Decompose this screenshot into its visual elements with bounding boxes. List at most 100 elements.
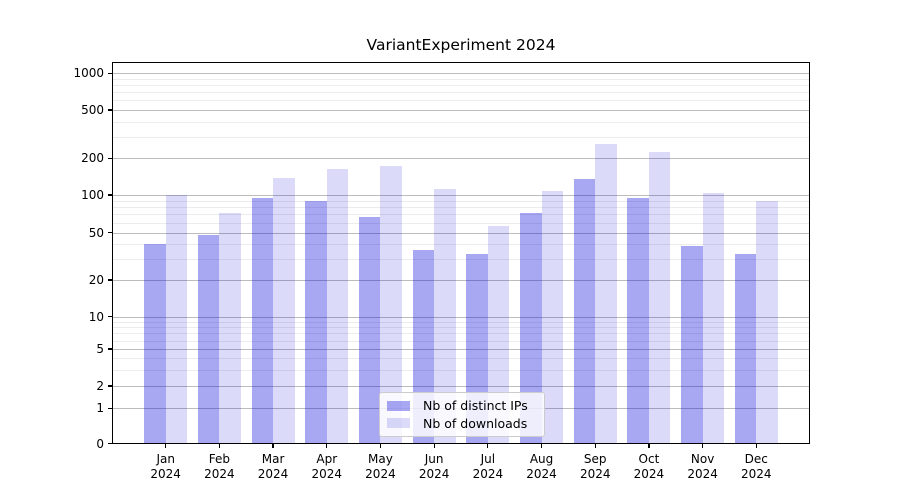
minor-gridline bbox=[113, 92, 809, 94]
x-tick-mark bbox=[648, 444, 650, 448]
y-tick-label: 1 bbox=[96, 401, 104, 416]
x-tick-mark bbox=[487, 444, 489, 448]
x-tick-mark bbox=[272, 444, 274, 448]
minor-gridline bbox=[113, 85, 809, 87]
major-gridline bbox=[113, 386, 809, 387]
bar-distinct-ips-aug bbox=[520, 212, 542, 443]
minor-gridline bbox=[113, 259, 809, 261]
y-tick-mark bbox=[108, 109, 112, 111]
x-tick-label: Mar 2024 bbox=[257, 452, 289, 481]
minor-gridline bbox=[113, 244, 809, 246]
x-tick-label: Sep 2024 bbox=[579, 452, 611, 481]
x-tick-label: Aug 2024 bbox=[526, 452, 557, 481]
major-gridline bbox=[113, 110, 809, 111]
legend-row: Nb of distinct IPs bbox=[387, 397, 536, 415]
bar-distinct-ips-mar bbox=[251, 197, 274, 443]
minor-gridline bbox=[113, 207, 809, 209]
y-tick-mark bbox=[108, 157, 112, 159]
minor-gridline bbox=[113, 327, 809, 329]
x-tick-mark bbox=[218, 444, 220, 448]
y-tick-mark bbox=[108, 72, 112, 74]
y-tick-mark bbox=[108, 442, 112, 445]
x-tick-mark bbox=[702, 444, 704, 448]
y-tick-label: 50 bbox=[88, 225, 104, 240]
chart-title: VariantExperiment 2024 bbox=[366, 36, 556, 54]
minor-gridline bbox=[113, 340, 809, 342]
minor-gridline bbox=[113, 121, 809, 123]
major-gridline bbox=[113, 232, 809, 234]
bar-downloads-apr bbox=[326, 169, 349, 443]
legend-label: Nb of distinct IPs bbox=[423, 398, 528, 414]
major-gridline bbox=[113, 158, 809, 160]
bar-downloads-jan bbox=[165, 195, 188, 443]
x-tick-mark bbox=[755, 444, 757, 448]
bar-distinct-ips-dec bbox=[734, 254, 757, 443]
y-tick-label: 1000 bbox=[73, 66, 104, 81]
minor-gridline bbox=[113, 358, 809, 359]
bar-distinct-ips-apr bbox=[305, 200, 327, 443]
minor-gridline bbox=[113, 214, 809, 216]
y-tick-mark bbox=[108, 385, 112, 387]
x-tick-label: Jun 2024 bbox=[418, 452, 450, 481]
bar-downloads-jul bbox=[487, 225, 510, 443]
x-tick-label: Nov 2024 bbox=[687, 452, 718, 481]
y-tick-mark bbox=[108, 407, 112, 409]
bar-distinct-ips-may bbox=[358, 216, 381, 443]
legend: Nb of distinct IPs Nb of downloads bbox=[379, 392, 545, 437]
y-tick-label: 500 bbox=[81, 103, 104, 117]
major-gridline bbox=[113, 316, 809, 318]
major-gridline bbox=[113, 280, 809, 281]
bar-distinct-ips-oct bbox=[627, 197, 649, 443]
y-tick-label: 100 bbox=[81, 188, 104, 202]
bar-downloads-may bbox=[380, 166, 402, 443]
minor-gridline bbox=[113, 321, 809, 323]
bar-downloads-jun bbox=[434, 188, 456, 443]
plot-area bbox=[112, 62, 810, 444]
y-tick-mark bbox=[108, 279, 112, 281]
minor-gridline bbox=[113, 222, 809, 224]
y-tick-mark bbox=[108, 194, 112, 196]
x-tick-label: Apr 2024 bbox=[311, 452, 343, 481]
y-tick-label: 10 bbox=[88, 309, 104, 324]
bar-distinct-ips-nov bbox=[681, 245, 703, 443]
minor-gridline bbox=[113, 78, 809, 80]
bar-downloads-aug bbox=[541, 190, 564, 443]
x-tick-label: Jan 2024 bbox=[150, 452, 181, 481]
bar-distinct-ips-sep bbox=[573, 179, 596, 443]
x-tick-mark bbox=[165, 444, 167, 448]
legend-swatch bbox=[387, 400, 410, 411]
minor-gridline bbox=[113, 369, 809, 371]
major-gridline bbox=[113, 73, 809, 75]
y-tick-mark bbox=[108, 232, 112, 234]
x-tick-label: Oct 2024 bbox=[633, 452, 665, 481]
y-tick-mark bbox=[108, 316, 112, 318]
bar-downloads-mar bbox=[273, 177, 295, 443]
minor-gridline bbox=[113, 136, 809, 138]
y-tick-label: 200 bbox=[81, 151, 104, 166]
y-tick-label: 0 bbox=[96, 436, 104, 451]
x-tick-mark bbox=[540, 444, 543, 448]
bar-distinct-ips-feb bbox=[197, 234, 220, 443]
y-tick-label: 20 bbox=[88, 273, 104, 287]
bar-downloads-dec bbox=[756, 201, 778, 443]
x-tick-label: Jul 2024 bbox=[472, 452, 504, 481]
x-tick-mark bbox=[326, 444, 328, 448]
x-tick-label: Dec 2024 bbox=[741, 452, 772, 481]
bar-downloads-sep bbox=[595, 144, 617, 443]
bar-distinct-ips-jan bbox=[144, 244, 166, 443]
x-tick-label: May 2024 bbox=[365, 452, 396, 481]
y-tick-mark bbox=[108, 348, 112, 350]
minor-gridline bbox=[113, 100, 809, 102]
y-tick-label: 5 bbox=[96, 342, 104, 356]
x-tick-mark bbox=[379, 444, 382, 448]
legend-label: Nb of downloads bbox=[423, 415, 528, 431]
y-tick-label: 2 bbox=[96, 379, 104, 393]
x-tick-mark bbox=[594, 444, 596, 448]
legend-row: Nb of downloads bbox=[387, 415, 536, 433]
x-tick-mark bbox=[433, 444, 435, 448]
legend-swatch bbox=[387, 418, 410, 429]
bar-downloads-feb bbox=[219, 212, 241, 443]
bar-downloads-oct bbox=[648, 152, 671, 443]
minor-gridline bbox=[113, 333, 809, 335]
major-gridline bbox=[113, 195, 809, 196]
